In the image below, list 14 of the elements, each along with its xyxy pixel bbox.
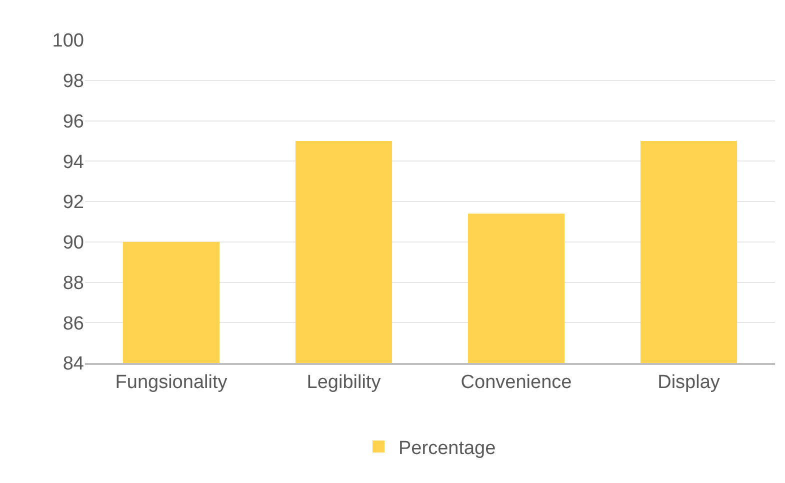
y-tick-label: 86 xyxy=(62,313,84,334)
y-tick-label: 94 xyxy=(62,152,84,173)
y-tick-label: 98 xyxy=(62,71,84,92)
y-tick-label: 96 xyxy=(62,111,84,132)
legend-label: Percentage xyxy=(398,438,496,459)
y-tick-label: 88 xyxy=(62,272,84,294)
x-tick-label: Display xyxy=(658,372,720,393)
y-tick-label: 84 xyxy=(62,354,84,375)
y-tick-label: 90 xyxy=(62,232,84,254)
x-tick-label: Convenience xyxy=(460,372,572,393)
y-tick-label: 100 xyxy=(52,30,84,52)
x-tick-label: Legibility xyxy=(306,372,382,393)
x-tick-label: Fungsionality xyxy=(115,372,228,393)
y-tick-label: 92 xyxy=(62,192,84,214)
